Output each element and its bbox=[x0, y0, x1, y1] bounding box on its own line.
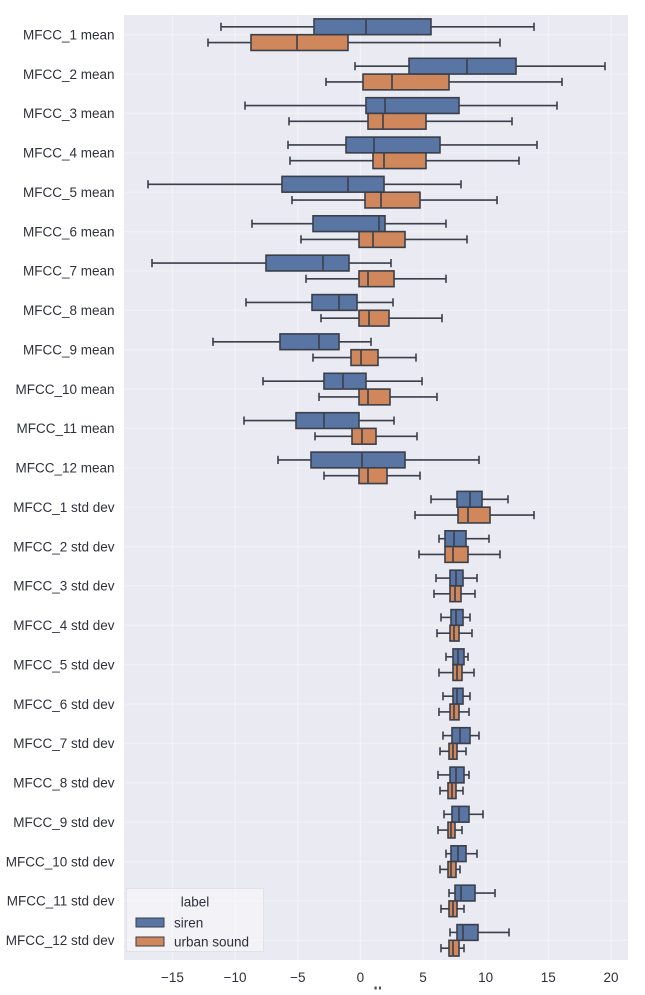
svg-text:MFCC_7 std dev: MFCC_7 std dev bbox=[13, 736, 115, 751]
svg-text:−10: −10 bbox=[224, 970, 247, 985]
svg-text:MFCC_6 mean: MFCC_6 mean bbox=[23, 224, 115, 239]
svg-text:MFCC_7 mean: MFCC_7 mean bbox=[23, 264, 115, 279]
svg-text:urban sound: urban sound bbox=[174, 935, 249, 950]
svg-text:0: 0 bbox=[357, 970, 365, 985]
svg-text:15: 15 bbox=[541, 970, 556, 985]
svg-text:−5: −5 bbox=[290, 970, 305, 985]
svg-text:MFCC_3 std dev: MFCC_3 std dev bbox=[13, 579, 115, 594]
svg-text:MFCC_9 mean: MFCC_9 mean bbox=[23, 342, 115, 357]
svg-text:MFCC_5 mean: MFCC_5 mean bbox=[23, 185, 115, 200]
svg-text:MFCC_12 std dev: MFCC_12 std dev bbox=[6, 933, 115, 948]
svg-text:MFCC_9 std dev: MFCC_9 std dev bbox=[13, 815, 115, 830]
svg-text:MFCC_4 mean: MFCC_4 mean bbox=[23, 146, 115, 161]
svg-text:MFCC_12 mean: MFCC_12 mean bbox=[15, 461, 114, 476]
svg-text:MFCC_2 mean: MFCC_2 mean bbox=[23, 67, 115, 82]
svg-text:MFCC_5 std dev: MFCC_5 std dev bbox=[13, 657, 115, 672]
svg-text:MFCC_8 std dev: MFCC_8 std dev bbox=[13, 776, 115, 791]
svg-text:MFCC_3 mean: MFCC_3 mean bbox=[23, 106, 115, 121]
svg-text:MFCC_11 std dev: MFCC_11 std dev bbox=[7, 894, 115, 909]
svg-text:label: label bbox=[181, 895, 210, 910]
svg-text:MFCC_2 std dev: MFCC_2 std dev bbox=[13, 539, 115, 554]
svg-text:MFCC_4 std dev: MFCC_4 std dev bbox=[13, 618, 115, 633]
svg-text:MFCC_1 std dev: MFCC_1 std dev bbox=[13, 500, 115, 515]
svg-text:MFCC_10 std dev: MFCC_10 std dev bbox=[6, 854, 115, 869]
svg-text:−15: −15 bbox=[161, 970, 184, 985]
svg-text:20: 20 bbox=[603, 970, 618, 985]
svg-text:MFCC_10 mean: MFCC_10 mean bbox=[15, 382, 114, 397]
svg-text:MFCC_6 std dev: MFCC_6 std dev bbox=[13, 697, 115, 712]
svg-text:MFCC_11 mean: MFCC_11 mean bbox=[16, 421, 114, 436]
svg-text:5: 5 bbox=[419, 970, 427, 985]
svg-text:MFCC_8 mean: MFCC_8 mean bbox=[23, 303, 115, 318]
svg-text:MFCC_1 mean: MFCC_1 mean bbox=[23, 27, 115, 42]
svg-text:siren: siren bbox=[174, 916, 203, 931]
svg-text:10: 10 bbox=[478, 970, 493, 985]
